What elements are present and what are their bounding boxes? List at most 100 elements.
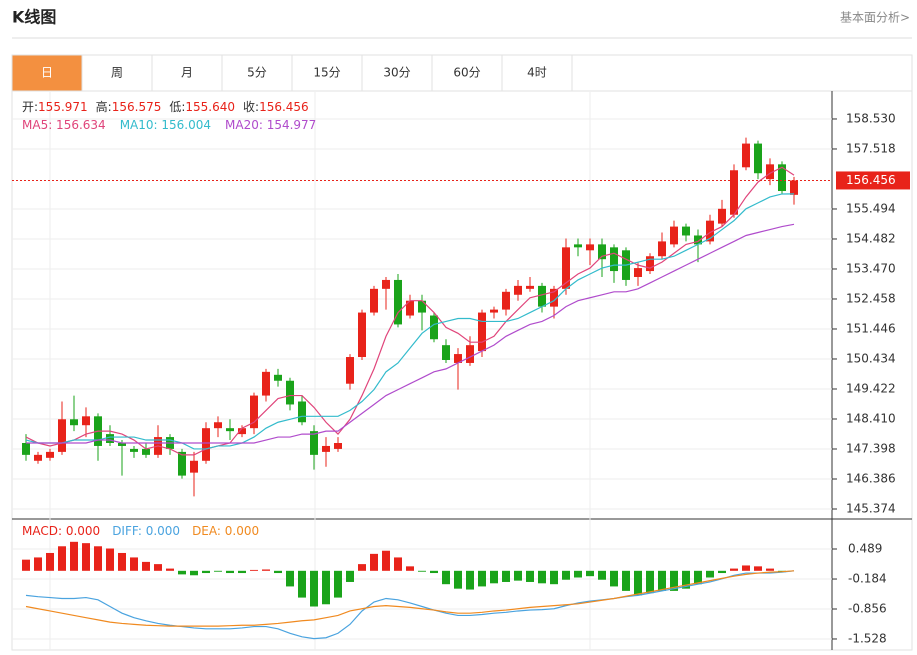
tab-label[interactable]: 4时	[527, 66, 547, 80]
tab-label[interactable]: 月	[181, 66, 193, 80]
legend-entry: MA5: 156.634	[22, 118, 106, 132]
macd-bar	[22, 559, 30, 571]
macd-bar	[34, 557, 42, 571]
macd-bar	[298, 570, 306, 598]
fundamental-link[interactable]: 基本面分析>	[840, 11, 910, 25]
line	[25, 166, 795, 456]
candle-body	[730, 170, 738, 215]
macd-bar	[406, 566, 414, 571]
tab[interactable]	[81, 54, 153, 92]
candle-body	[178, 451, 186, 476]
candle-body	[550, 288, 558, 307]
candle-body	[58, 419, 66, 452]
y-tick-label: -0.184	[848, 572, 887, 586]
candle-body	[454, 354, 462, 363]
candle-body	[442, 345, 450, 360]
info-label: 低:	[169, 100, 185, 114]
y-tick-label: 157.518	[846, 141, 896, 155]
candle-body	[526, 285, 534, 289]
tab-label[interactable]: 周	[111, 66, 123, 80]
macd-bar	[46, 552, 54, 571]
candle-body	[598, 244, 606, 260]
macd-bar	[478, 570, 486, 587]
macd-bar	[730, 568, 738, 571]
candle-body	[610, 247, 618, 272]
macd-bar	[574, 570, 582, 578]
candle-body	[586, 244, 594, 251]
candle-body	[370, 288, 378, 313]
chart-frame	[11, 54, 913, 651]
candle-body	[358, 312, 366, 358]
macd-bar	[454, 570, 462, 589]
candle-body	[70, 419, 78, 426]
y-tick-label: 150.434	[846, 351, 896, 365]
macd-bar	[370, 553, 378, 571]
candle-body	[694, 235, 702, 245]
candle-body	[742, 143, 750, 168]
macd-bar	[130, 557, 138, 571]
candle-body	[238, 428, 246, 435]
candle-body	[106, 434, 114, 443]
y-tick-label: 153.470	[846, 261, 896, 275]
candle-body	[682, 226, 690, 236]
tab[interactable]	[11, 54, 83, 92]
macd-bar	[562, 570, 570, 580]
macd-bar	[322, 570, 330, 605]
macd-bar	[382, 550, 390, 571]
macd-bar	[82, 543, 90, 571]
macd-bar	[622, 570, 630, 591]
candle-body	[646, 256, 654, 272]
candle-body	[286, 380, 294, 405]
legend-entry: DIFF: 0.000	[112, 524, 180, 538]
macd-bar	[514, 570, 522, 581]
y-tick-label: -1.528	[848, 631, 887, 645]
info-value: 155.640	[185, 100, 235, 114]
macd-bar	[442, 570, 450, 585]
tab[interactable]	[501, 54, 573, 92]
candle-body	[778, 164, 786, 192]
candle-body	[718, 208, 726, 224]
tab-label[interactable]: 日	[41, 66, 53, 80]
tab[interactable]	[221, 54, 293, 92]
candle-body	[502, 291, 510, 310]
macd-bar	[706, 570, 714, 578]
macd-bar	[754, 566, 762, 571]
macd-bar	[58, 546, 66, 571]
tab-label[interactable]: 15分	[313, 66, 340, 80]
y-tick-label: 148.410	[846, 411, 896, 425]
info-value: 156.456	[259, 100, 309, 114]
last-price-label: 156.456	[846, 173, 896, 187]
macd-bar	[670, 570, 678, 591]
candle-body	[142, 448, 150, 455]
info-value: 155.971	[38, 100, 88, 114]
y-tick-label: 158.530	[846, 111, 896, 125]
candle-body	[574, 244, 582, 248]
tab-label[interactable]: 60分	[453, 66, 480, 80]
macd-bar	[598, 570, 606, 580]
tab-label[interactable]: 30分	[383, 66, 410, 80]
y-tick-label: -0.856	[848, 602, 887, 616]
macd-bar	[766, 568, 774, 571]
candle-body	[754, 143, 762, 174]
macd-bar	[70, 541, 78, 571]
macd-bar	[94, 546, 102, 571]
macd-bar	[190, 570, 198, 576]
candle-body	[382, 279, 390, 289]
tab-label[interactable]: 5分	[247, 66, 267, 80]
tab[interactable]	[291, 54, 363, 92]
legend-entry: MA20: 154.977	[225, 118, 316, 132]
tab[interactable]	[361, 54, 433, 92]
candle-body	[430, 315, 438, 340]
candle-body	[82, 416, 90, 426]
candle-chart: 158.530 157.518 155.494 154.482 153.470 152.4…	[12, 99, 910, 515]
macd-bar	[682, 570, 690, 589]
macd-bar	[358, 564, 366, 571]
y-tick-label: 154.482	[846, 231, 896, 245]
macd-bar	[550, 570, 558, 585]
candle-body	[394, 279, 402, 325]
legend: MACD: 0.000 DIFF: 0.000 DEA: 0.000	[22, 524, 259, 538]
info-label: 收:	[243, 100, 259, 114]
tab[interactable]	[151, 54, 223, 92]
candle-body	[190, 460, 198, 473]
